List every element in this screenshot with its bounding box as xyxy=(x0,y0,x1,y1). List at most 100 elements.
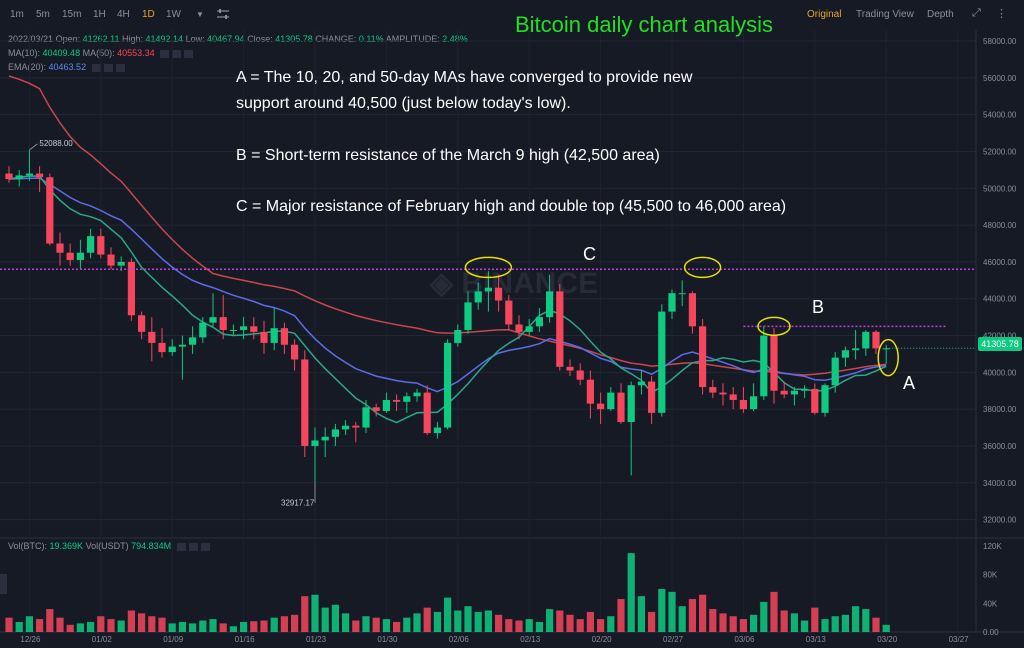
timeframe-1h[interactable]: 1H xyxy=(93,9,106,20)
timeframe-5m[interactable]: 5m xyxy=(36,9,50,20)
candle-body[interactable] xyxy=(393,399,401,402)
candle-body[interactable] xyxy=(107,254,115,266)
candle-body[interactable] xyxy=(495,287,503,301)
candle-body[interactable] xyxy=(515,324,523,332)
candle-body[interactable] xyxy=(627,385,635,423)
candle-body[interactable] xyxy=(637,381,645,386)
timeframe-4h[interactable]: 4H xyxy=(117,9,130,20)
candle-body[interactable] xyxy=(168,346,176,353)
candle-body[interactable] xyxy=(178,344,186,347)
candle-body[interactable] xyxy=(872,331,880,349)
hide-indicator-icon[interactable] xyxy=(91,63,101,72)
candle-body[interactable] xyxy=(607,392,615,410)
candle-body[interactable] xyxy=(658,311,666,413)
candle-body[interactable] xyxy=(648,381,656,413)
candle-body[interactable] xyxy=(546,291,554,318)
candle-body[interactable] xyxy=(138,315,146,332)
candle-body[interactable] xyxy=(719,392,727,395)
candle-body[interactable] xyxy=(444,342,452,428)
scroll-left-button[interactable] xyxy=(0,574,7,594)
candle-body[interactable] xyxy=(739,399,747,410)
candle-body[interactable] xyxy=(821,385,829,413)
candle-body[interactable] xyxy=(189,337,197,345)
candle-body[interactable] xyxy=(780,390,788,395)
settings-icon[interactable] xyxy=(103,63,113,72)
close-icon[interactable] xyxy=(200,542,210,551)
candle-body[interactable] xyxy=(291,344,299,360)
candle-body[interactable] xyxy=(801,388,809,391)
candle-body[interactable] xyxy=(382,399,390,411)
candle-body[interactable] xyxy=(352,425,360,428)
candle-body[interactable] xyxy=(841,350,849,358)
candle-body[interactable] xyxy=(403,396,411,402)
candle-body[interactable] xyxy=(413,392,421,397)
candle-body[interactable] xyxy=(148,331,156,343)
candle-body[interactable] xyxy=(668,293,676,312)
candle-body[interactable] xyxy=(699,326,707,388)
settings-sliders-icon[interactable] xyxy=(216,8,230,20)
candle-body[interactable] xyxy=(423,392,431,434)
candle-body[interactable] xyxy=(729,394,737,400)
candle-body[interactable] xyxy=(709,387,717,393)
candle-body[interactable] xyxy=(46,177,54,244)
candle-body[interactable] xyxy=(525,326,533,332)
candle-body[interactable] xyxy=(556,291,564,367)
candle-body[interactable] xyxy=(464,302,472,331)
view-depth[interactable]: Depth xyxy=(927,9,954,20)
candle-body[interactable] xyxy=(66,252,74,261)
candle-body[interactable] xyxy=(301,359,309,446)
settings-icon[interactable] xyxy=(172,49,182,58)
candle-body[interactable] xyxy=(250,326,258,332)
candle-body[interactable] xyxy=(209,317,217,323)
candle-body[interactable] xyxy=(688,293,696,327)
timeframe-1m[interactable]: 1m xyxy=(10,9,24,20)
candle-body[interactable] xyxy=(219,317,227,331)
candle-body[interactable] xyxy=(586,379,594,404)
candle-body[interactable] xyxy=(36,173,44,178)
candle-body[interactable] xyxy=(882,348,890,350)
candle-body[interactable] xyxy=(270,328,278,343)
candle-body[interactable] xyxy=(5,173,13,180)
timeframe-15m[interactable]: 15m xyxy=(62,9,82,20)
candle-body[interactable] xyxy=(474,291,482,303)
candle-body[interactable] xyxy=(372,407,380,411)
candle-body[interactable] xyxy=(811,388,819,413)
candle-body[interactable] xyxy=(617,392,625,423)
dropdown-caret-icon[interactable]: ▼ xyxy=(196,10,204,19)
candle-body[interactable] xyxy=(87,236,95,253)
candle-body[interactable] xyxy=(97,236,105,255)
candle-body[interactable] xyxy=(117,261,125,266)
hide-indicator-icon[interactable] xyxy=(176,542,186,551)
candle-body[interactable] xyxy=(505,300,513,325)
candle-body[interactable] xyxy=(566,366,574,371)
candle-body[interactable] xyxy=(342,425,350,430)
close-icon[interactable] xyxy=(115,63,125,72)
candle-body[interactable] xyxy=(576,370,584,380)
candle-body[interactable] xyxy=(331,429,339,437)
candle-body[interactable] xyxy=(535,317,543,327)
candle-body[interactable] xyxy=(454,330,462,343)
candle-body[interactable] xyxy=(831,357,839,386)
candle-body[interactable] xyxy=(280,328,288,345)
close-icon[interactable] xyxy=(184,49,194,58)
candle-body[interactable] xyxy=(678,293,686,295)
fullscreen-icon[interactable]: ⤢ xyxy=(972,7,981,19)
candle-body[interactable] xyxy=(127,261,135,316)
view-original[interactable]: Original xyxy=(807,9,842,20)
candle-body[interactable] xyxy=(311,440,319,446)
candle-body[interactable] xyxy=(862,331,870,349)
candle-body[interactable] xyxy=(15,175,23,180)
candle-body[interactable] xyxy=(76,252,84,261)
settings-icon[interactable] xyxy=(188,542,198,551)
candle-body[interactable] xyxy=(852,348,860,351)
candle-body[interactable] xyxy=(750,396,758,410)
candle-body[interactable] xyxy=(25,173,33,176)
timeframe-1d[interactable]: 1D xyxy=(142,9,155,20)
candle-body[interactable] xyxy=(770,335,778,391)
candle-body[interactable] xyxy=(321,436,329,441)
candle-body[interactable] xyxy=(260,331,268,343)
more-options-icon[interactable]: ⋮ xyxy=(996,8,1007,20)
candle-body[interactable] xyxy=(362,407,370,428)
timeframe-1w[interactable]: 1W xyxy=(166,9,181,20)
candle-body[interactable] xyxy=(433,427,441,434)
